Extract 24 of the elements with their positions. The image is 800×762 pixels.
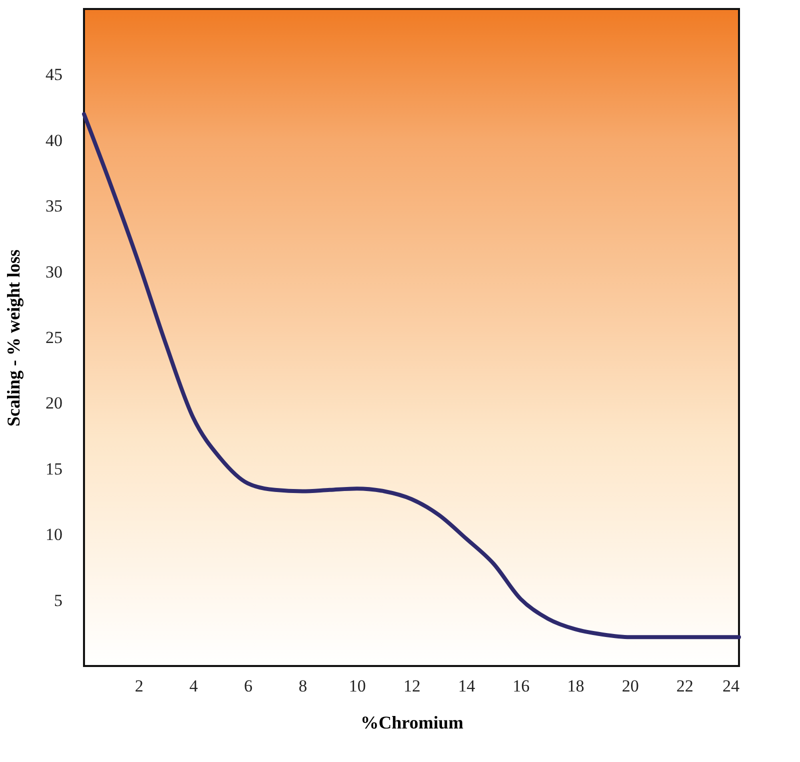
y-tick-label: 30 bbox=[46, 262, 62, 282]
x-tick-label: 24 bbox=[722, 676, 740, 696]
y-tick-label: 40 bbox=[46, 130, 62, 150]
y-axis-title: Scaling - % weight loss bbox=[4, 249, 24, 427]
y-tick-label: 25 bbox=[46, 328, 62, 347]
x-tick-label: 10 bbox=[348, 676, 366, 696]
x-tick-label: 18 bbox=[567, 676, 584, 696]
x-tick-label: 12 bbox=[404, 676, 420, 696]
x-tick-label: 20 bbox=[622, 676, 639, 696]
x-tick-label: 16 bbox=[512, 676, 530, 696]
x-tick-label: 22 bbox=[676, 676, 694, 696]
x-tick-label: 4 bbox=[189, 676, 198, 696]
x-tick-label: 2 bbox=[134, 676, 144, 696]
x-axis-title: %Chromium bbox=[360, 712, 464, 732]
y-tick-label: 45 bbox=[46, 65, 62, 84]
y-tick-label: 10 bbox=[46, 525, 62, 544]
y-tick-label: 15 bbox=[46, 459, 62, 478]
x-tick-label: 8 bbox=[298, 676, 308, 696]
y-tick-label: 20 bbox=[46, 394, 62, 413]
y-tick-label: 5 bbox=[54, 590, 62, 610]
y-tick-label: 35 bbox=[46, 196, 62, 216]
line-series bbox=[82, 112, 741, 640]
x-tick-label: 6 bbox=[244, 676, 252, 696]
x-tick-label: 14 bbox=[458, 676, 476, 696]
